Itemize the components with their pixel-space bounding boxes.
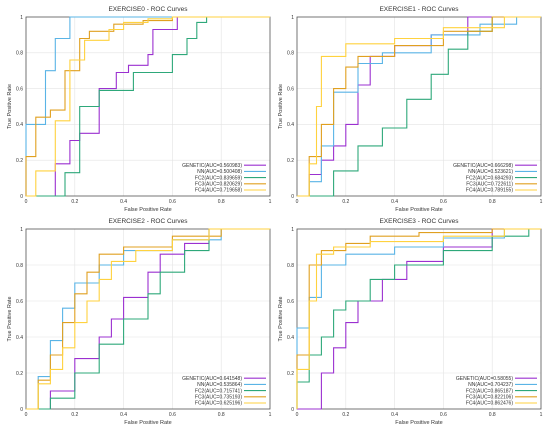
x-tick-label: 1 xyxy=(269,199,272,205)
y-tick-label: 1 xyxy=(20,227,23,233)
legend-label: NN(AUC=0.704237) xyxy=(468,382,513,388)
y-tick-label: 0.8 xyxy=(287,263,294,269)
roc-series-line-nn xyxy=(25,16,270,196)
legend-label: FC4(AUC=0.625196) xyxy=(195,401,242,407)
x-tick-label: 0.6 xyxy=(169,412,176,418)
x-tick-label: 0.2 xyxy=(342,199,349,205)
y-tick-label: 0.4 xyxy=(287,122,294,128)
legend-label: NN(AUC=0.523621) xyxy=(468,169,513,175)
legend-label: FC3(AUC=0.722611) xyxy=(466,182,513,188)
legend-label: FC4(AUC=0.862476) xyxy=(466,401,513,407)
y-axis-label: True Positive Rate xyxy=(7,296,13,341)
x-axis-label: False Positive Rate xyxy=(124,207,171,213)
y-tick-label: 0 xyxy=(291,194,294,200)
x-tick-label: 0.8 xyxy=(218,412,225,418)
legend-label: NN(AUC=0.535864) xyxy=(197,382,242,388)
roc-series-line-fc2 xyxy=(26,228,270,410)
x-tick-label: 0.4 xyxy=(120,199,127,205)
roc-series-line-genetic xyxy=(26,16,270,197)
legend-label: GENETIC(AUC=0.666298) xyxy=(453,163,513,169)
y-tick-label: 1 xyxy=(291,15,294,21)
legend-label: FC4(AUC=0.719658) xyxy=(195,188,242,194)
y-tick-label: 0.8 xyxy=(287,51,294,57)
y-tick-label: 0 xyxy=(20,407,23,413)
x-tick-label: 0 xyxy=(25,412,28,418)
y-tick-label: 0.6 xyxy=(16,86,23,92)
legend-label: FC3(AUC=0.822106) xyxy=(466,395,513,401)
y-tick-label: 0.6 xyxy=(16,299,23,305)
x-tick-label: 0 xyxy=(25,199,28,205)
x-tick-label: 0.6 xyxy=(440,199,447,205)
y-tick-label: 1 xyxy=(20,15,23,21)
x-axis-label: False Positive Rate xyxy=(395,207,442,213)
roc-series-line-fc3 xyxy=(25,16,270,196)
y-axis-label: True Positive Rate xyxy=(278,296,284,341)
y-tick-label: 0.6 xyxy=(287,86,294,92)
legend-label: GENETIC(AUC=0.641548) xyxy=(182,376,242,382)
y-tick-label: 0.4 xyxy=(287,335,294,341)
y-tick-label: 0.4 xyxy=(16,122,23,128)
x-tick-label: 0.2 xyxy=(71,412,78,418)
y-axis-label: True Positive Rate xyxy=(7,84,13,129)
x-tick-label: 0.8 xyxy=(218,199,225,205)
x-axis-label: False Positive Rate xyxy=(124,420,171,426)
legend-label: NN(AUC=0.500408) xyxy=(197,169,242,175)
plot-frame xyxy=(25,228,271,410)
legend-label: FC2(AUC=0.715741) xyxy=(195,388,242,394)
chart-title: EXERCISE0 - ROC Curves xyxy=(108,6,188,13)
legend-label: FC3(AUC=0.820629) xyxy=(195,182,242,188)
legend-label: FC2(AUC=0.684293) xyxy=(466,175,513,181)
x-tick-label: 0.4 xyxy=(391,199,398,205)
x-tick-label: 1 xyxy=(269,412,272,418)
x-tick-label: 0 xyxy=(296,412,299,418)
x-tick-label: 0.4 xyxy=(391,412,398,418)
y-tick-label: 0 xyxy=(20,194,23,200)
roc-series-line-fc2 xyxy=(296,228,541,409)
plot-frame xyxy=(296,228,542,410)
legend-label: FC2(AUC=0.839659) xyxy=(195,175,242,181)
chart-title: EXERCISE1 - ROC Curves xyxy=(379,6,459,13)
x-tick-label: 0.2 xyxy=(71,199,78,205)
x-tick-label: 1 xyxy=(540,199,543,205)
chart-title: EXERCISE2 - ROC Curves xyxy=(108,218,188,225)
y-axis-label: True Positive Rate xyxy=(278,84,284,129)
legend-label: FC2(AUC=0.865187) xyxy=(466,388,513,394)
x-axis-label: False Positive Rate xyxy=(395,420,442,426)
legend-label: GENETIC(AUC=0.560983) xyxy=(182,163,242,169)
roc-series-line-fc3 xyxy=(297,16,541,197)
x-tick-label: 0.6 xyxy=(169,199,176,205)
roc-series-line-fc4 xyxy=(296,228,541,409)
y-tick-label: 0.2 xyxy=(16,158,23,164)
y-tick-label: 0.4 xyxy=(16,335,23,341)
roc-series-line-fc4 xyxy=(297,16,541,197)
roc-series-line-nn xyxy=(297,16,541,197)
y-tick-label: 0.2 xyxy=(16,371,23,377)
x-tick-label: 0.6 xyxy=(440,412,447,418)
chart-title: EXERCISE3 - ROC Curves xyxy=(379,218,459,225)
x-tick-label: 0 xyxy=(296,199,299,205)
y-tick-label: 0.6 xyxy=(287,299,294,305)
y-tick-label: 0.8 xyxy=(16,263,23,269)
legend-label: GENETIC(AUC=0.58055) xyxy=(456,376,513,382)
x-tick-label: 0.8 xyxy=(489,199,496,205)
x-tick-label: 0.4 xyxy=(120,412,127,418)
roc-series-line-fc2 xyxy=(26,16,270,197)
roc-series-line-fc4 xyxy=(26,228,270,410)
x-tick-label: 0.8 xyxy=(489,412,496,418)
x-tick-label: 0.2 xyxy=(342,412,349,418)
roc-series-line-fc4 xyxy=(26,16,270,197)
legend-label: FC3(AUC=0.735193) xyxy=(195,395,242,401)
y-tick-label: 0.2 xyxy=(287,158,294,164)
y-tick-label: 0.2 xyxy=(287,371,294,377)
legend-label: FC4(AUC=0.789155) xyxy=(466,188,513,194)
y-tick-label: 0 xyxy=(291,407,294,413)
x-tick-label: 1 xyxy=(540,412,543,418)
y-tick-label: 1 xyxy=(291,227,294,233)
plot-frame xyxy=(296,16,542,197)
y-tick-label: 0.8 xyxy=(16,51,23,57)
